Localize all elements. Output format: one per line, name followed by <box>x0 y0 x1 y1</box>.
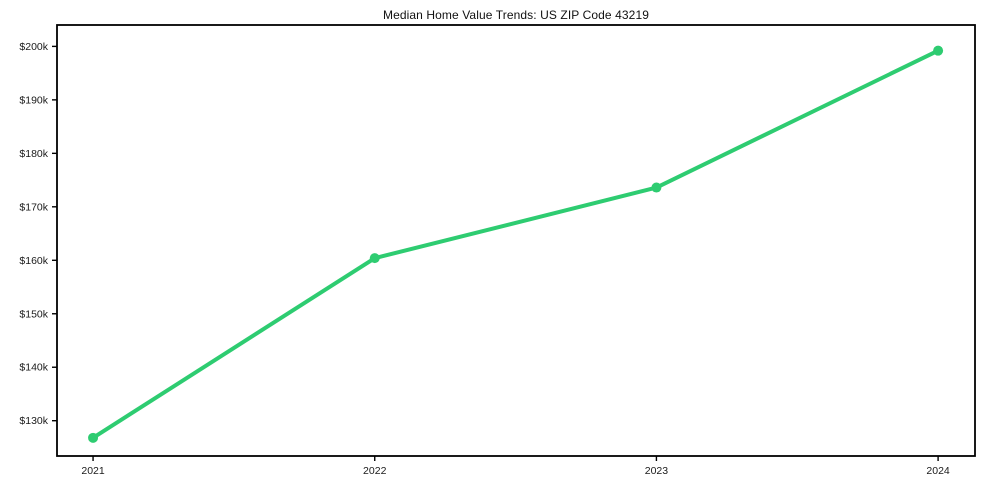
x-tick-label: 2024 <box>926 465 950 477</box>
x-tick-label: 2023 <box>645 465 669 477</box>
y-tick-label: $150k <box>19 308 48 320</box>
trend-line <box>91 48 941 440</box>
data-point-marker <box>933 45 944 56</box>
data-point-marker <box>369 253 380 264</box>
y-tick-label: $140k <box>19 362 48 374</box>
data-point-marker <box>88 432 99 443</box>
y-tick-label: $170k <box>19 201 48 213</box>
y-tick-label: $130k <box>19 415 48 427</box>
y-tick-label: $180k <box>19 148 48 160</box>
y-tick-label: $200k <box>19 41 48 53</box>
x-tick-label: 2022 <box>363 465 387 477</box>
plot-border <box>56 24 976 457</box>
y-tick-label: $160k <box>19 255 48 267</box>
chart-title: Median Home Value Trends: US ZIP Code 43… <box>382 8 649 22</box>
data-point-marker <box>651 182 662 193</box>
x-tick-label: 2021 <box>81 465 105 477</box>
y-tick-label: $190k <box>19 94 48 106</box>
